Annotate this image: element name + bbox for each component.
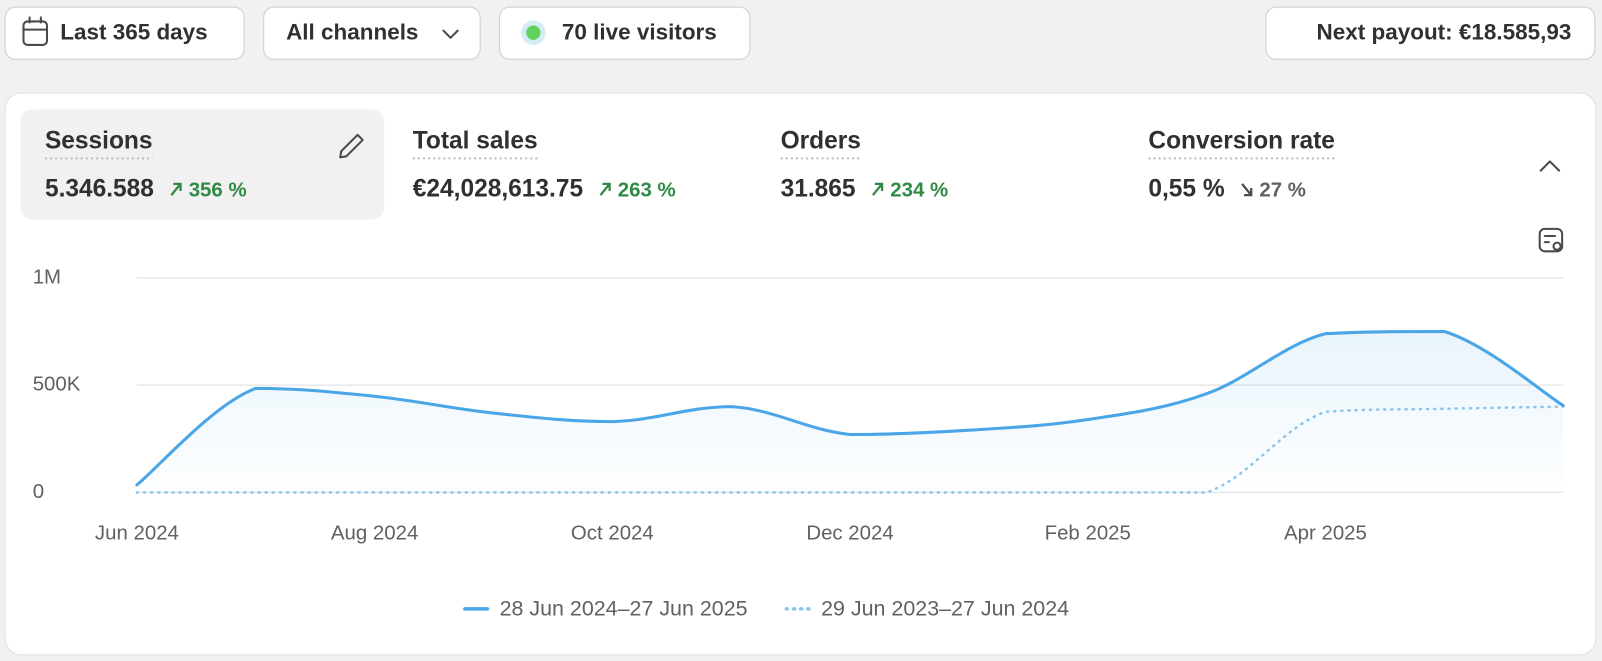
metric-value: €24,028,613.75 [413, 175, 583, 202]
button-label: All channels [286, 20, 418, 45]
trend-arrow [170, 182, 182, 196]
button-label: 70 live visitors [562, 20, 717, 45]
y-tick-label: 0 [33, 481, 44, 503]
channels-button[interactable]: All channels [262, 6, 481, 60]
selected-metric-bg [20, 109, 385, 220]
metric-value: 5.346.588 [45, 175, 154, 202]
metric-change: 356 % [189, 179, 247, 201]
trend-arrow [872, 182, 884, 196]
legend-label: 28 Jun 2024–27 Jun 2025 [500, 597, 748, 621]
series-line [135, 329, 1565, 487]
inspect-icon[interactable] [1538, 227, 1564, 253]
card [4, 92, 1597, 656]
area [136, 331, 1564, 493]
metric[interactable]: Conversion rate 0,55 % 27 % [1148, 127, 1335, 202]
x-tick-label: Oct 2024 [571, 523, 654, 545]
x-tick-label: Dec 2024 [806, 523, 893, 545]
button-label: Last 365 days [60, 20, 207, 45]
date-range-button[interactable]: Last 365 days [4, 6, 245, 60]
collapse-icon[interactable] [1539, 160, 1561, 172]
x-tick-label: Apr 2025 [1284, 523, 1367, 545]
metrics: Sessions 5.346.588 356 % Total sales €24,028… [44, 127, 1335, 202]
metric[interactable]: Total sales €24,028,613.75 263 % [413, 127, 676, 202]
metric-label: Total sales [413, 127, 538, 154]
metric[interactable]: Orders 31.865 234 % [780, 127, 949, 202]
live-visitors-button[interactable]: 70 live visitors [498, 6, 751, 60]
x-tick-label: Jun 2024 [95, 523, 179, 545]
trend-arrow [1241, 183, 1253, 197]
trend-arrow [599, 182, 611, 196]
payout-button[interactable]: Next payout: €18.585,93 [1265, 6, 1596, 60]
button-label: Next payout: €18.585,93 [1317, 20, 1572, 45]
legend-label: 29 Jun 2023–27 Jun 2024 [821, 597, 1069, 621]
metric-change: 234 % [890, 179, 948, 201]
y-tick-label: 1M [33, 266, 61, 288]
metric-value: 0,55 % [1148, 175, 1224, 202]
y-tick-label: 500K [33, 374, 81, 396]
metric-change: 27 % [1259, 179, 1306, 201]
x-tick-label: Aug 2024 [331, 523, 418, 545]
edit-icon[interactable] [339, 133, 364, 159]
metric-label: Orders [781, 127, 861, 154]
legend-item[interactable]: 28 Jun 2024–27 Jun 2025 [463, 597, 748, 621]
metric-label: Conversion rate [1148, 127, 1335, 154]
x-tick-label: Feb 2025 [1045, 523, 1131, 545]
metric-label: Sessions [45, 127, 153, 154]
legend-item[interactable]: 29 Jun 2023–27 Jun 2024 [784, 597, 1069, 621]
metric-value: 31.865 [781, 175, 856, 202]
metric[interactable]: Sessions 5.346.588 356 % [44, 127, 247, 202]
chart: 0 500K 1M Jun 2024 Aug 2024 Oct 2024 Dec 2024 F… [33, 266, 1565, 621]
metric-change: 263 % [618, 179, 676, 201]
